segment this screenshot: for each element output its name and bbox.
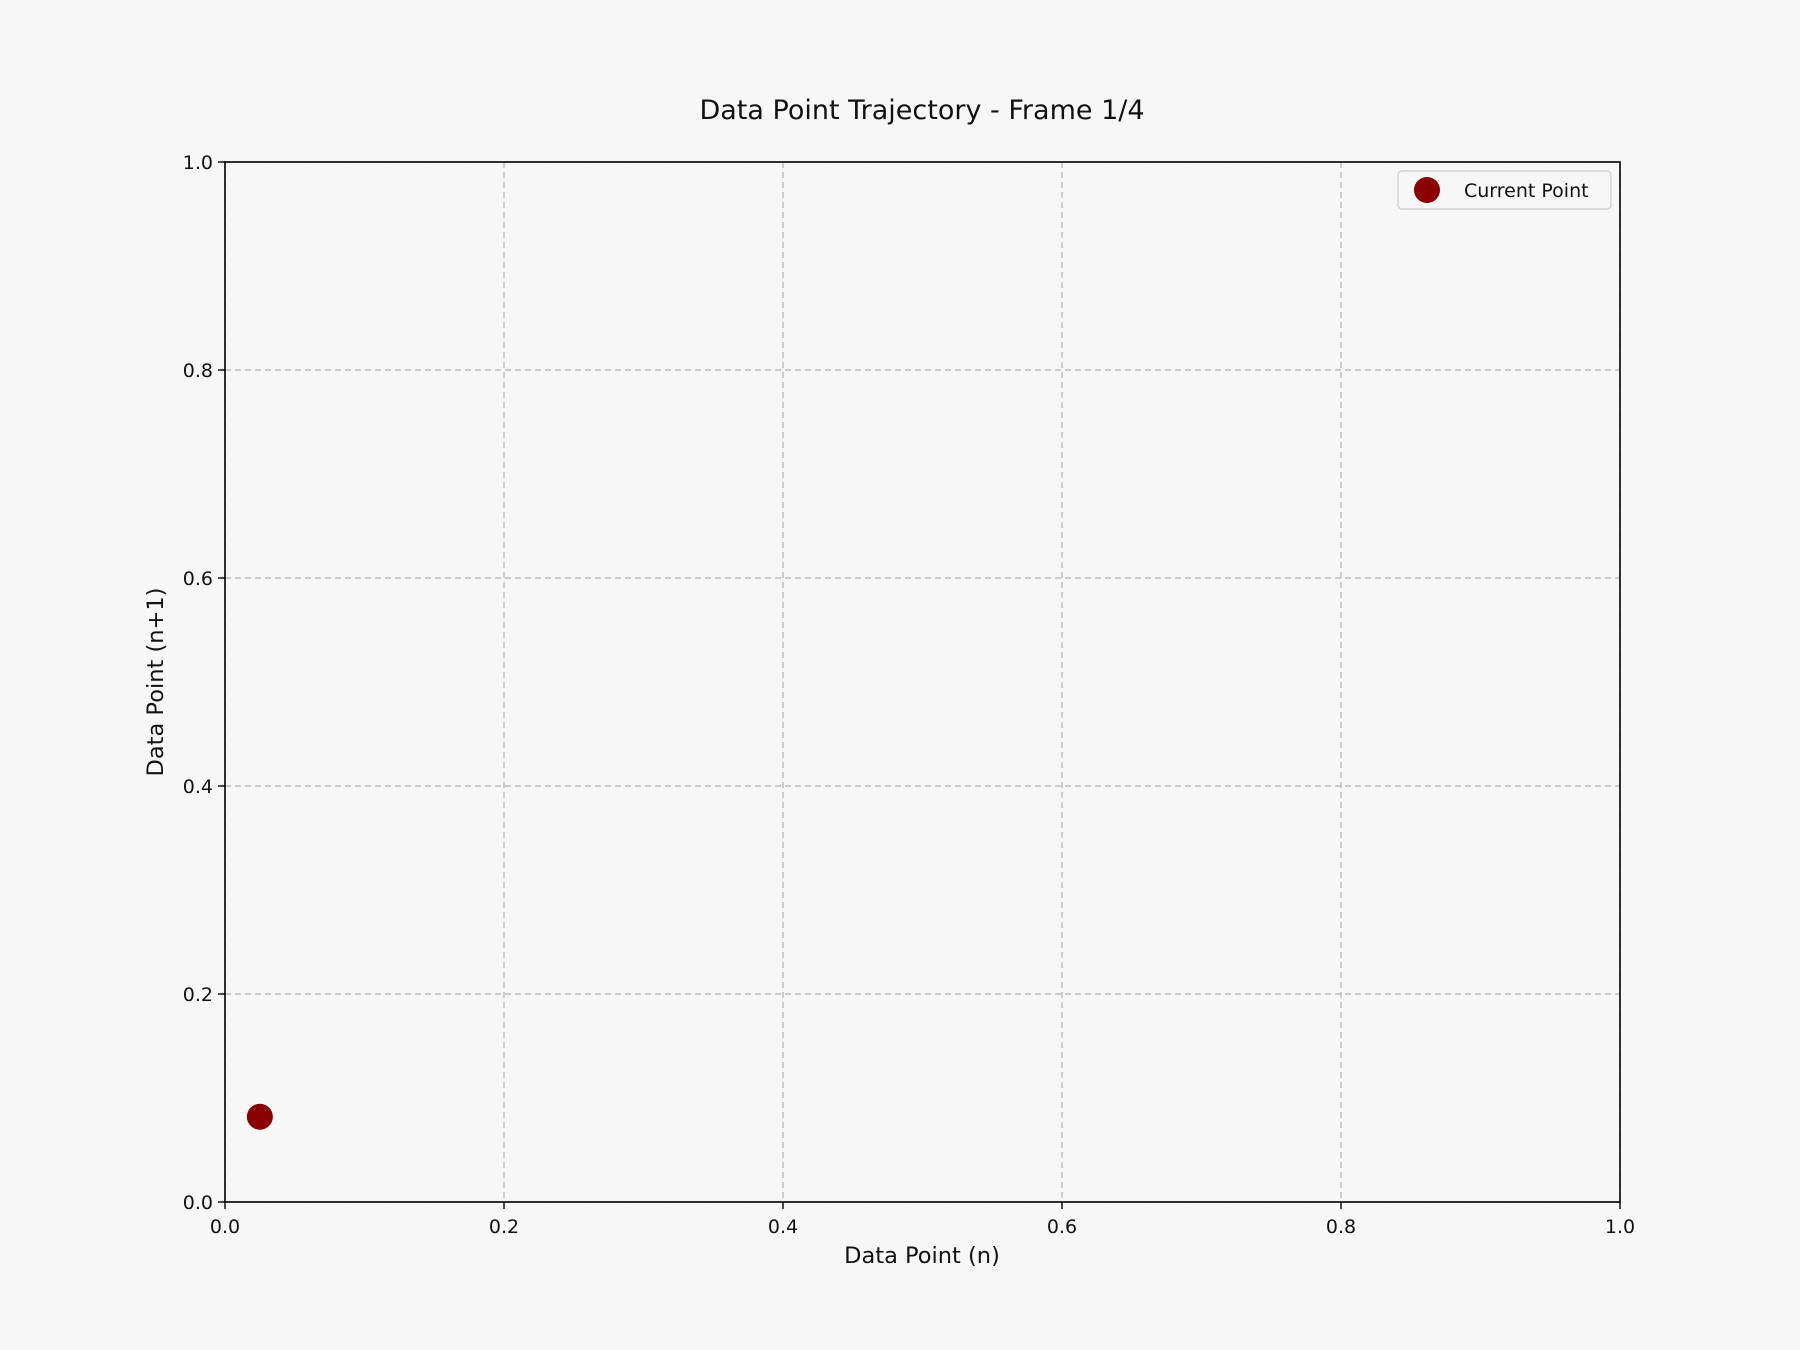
x-tick-label: 0.8 [1326, 1216, 1356, 1238]
chart-title: Data Point Trajectory - Frame 1/4 [699, 95, 1144, 126]
legend: Current Point [1397, 170, 1612, 210]
y-tick-label: 1.0 [183, 152, 213, 174]
axis-ticks: 0.0 0.2 0.4 0.6 0.8 1.0 0.0 0.2 0.4 0.6 0.8 1.0 [183, 152, 1635, 1238]
x-axis-label: Data Point (n) [844, 1243, 1000, 1269]
y-axis-label: Data Point (n+1) [143, 588, 169, 777]
plot-frame [224, 161, 1621, 1203]
x-tick-label: 0.0 [210, 1216, 240, 1238]
y-tick-label: 0.4 [183, 776, 213, 798]
x-tick-label: 0.6 [1047, 1216, 1077, 1238]
x-tick-label: 1.0 [1605, 1216, 1635, 1238]
legend-box [1397, 170, 1612, 210]
y-tick-label: 0.2 [183, 984, 213, 1006]
y-tick-label: 0.8 [183, 360, 213, 382]
legend-marker [1414, 177, 1440, 203]
data-points [246, 1103, 273, 1130]
y-tick-label: 0.0 [183, 1192, 213, 1214]
legend-label: Current Point [1464, 180, 1589, 202]
x-tick-label: 0.4 [768, 1216, 798, 1238]
y-tick-label: 0.6 [183, 568, 213, 590]
data-point [246, 1103, 273, 1130]
plot-area [225, 162, 1620, 1202]
x-tick-label: 0.2 [489, 1216, 519, 1238]
